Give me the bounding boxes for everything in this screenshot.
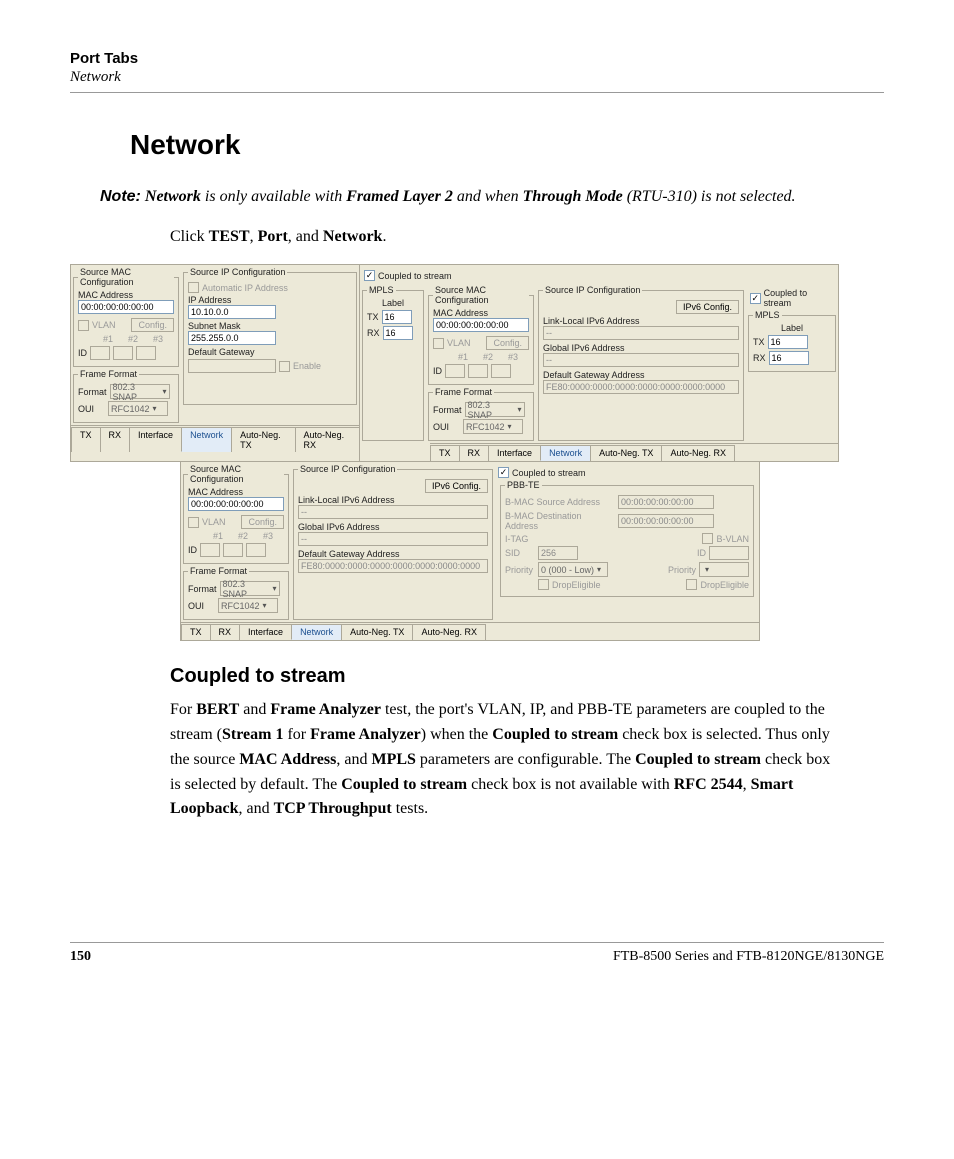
mpls-tx-right[interactable] — [768, 335, 808, 349]
tab-autoneg-tx-b[interactable]: Auto-Neg. TX — [590, 445, 662, 461]
page-footer: 150 FTB-8500 Series and FTB-8120NGE/8130… — [70, 942, 884, 965]
id-label: ID — [78, 348, 87, 358]
format-select[interactable]: 802.3 SNAP — [110, 384, 170, 399]
note-bold-through: Through Mode — [523, 188, 623, 205]
bmac-dst-input[interactable] — [618, 514, 714, 528]
src-mac-fieldset: Source MAC Configuration MAC Address VLA… — [73, 267, 179, 367]
auto-ip-checkbox[interactable] — [188, 282, 199, 293]
mpls-rx-right[interactable] — [769, 351, 809, 365]
tab-autoneg-rx-b[interactable]: Auto-Neg. RX — [661, 445, 735, 461]
vlan-checkbox[interactable] — [78, 320, 89, 331]
vlan-id-2[interactable] — [113, 346, 133, 360]
tab-interface[interactable]: Interface — [129, 427, 182, 452]
page-header: Port Tabs Network — [70, 50, 884, 93]
note-bold-network: Network — [145, 188, 201, 205]
frame-format-fieldset-c: Frame Format Format802.3 SNAP OUIRFC1042 — [183, 566, 289, 620]
vlan-config-button[interactable]: Config. — [131, 318, 174, 332]
frame-format-fieldset-b: Frame Format Format802.3 SNAP OUIRFC1042 — [428, 387, 534, 441]
coupled-checkbox[interactable]: ✓ — [364, 270, 375, 281]
tab-tx-b[interactable]: TX — [430, 445, 460, 461]
mpls-tx-input[interactable] — [382, 310, 412, 324]
mac-address-label: MAC Address — [78, 290, 174, 300]
gateway-input[interactable] — [188, 359, 276, 373]
vlan-checkbox-b[interactable] — [433, 338, 444, 349]
note-bold-framed: Framed Layer 2 — [346, 188, 453, 205]
tab-rx[interactable]: RX — [100, 427, 131, 452]
main-heading: Network — [130, 129, 884, 161]
note-block: Note: Network is only available with Fra… — [100, 185, 884, 208]
src-ip-fieldset: Source IP Configuration Automatic IP Add… — [183, 267, 357, 405]
coupled-checkbox-right[interactable]: ✓ — [750, 293, 761, 304]
screenshot-ipv4: Source MAC Configuration MAC Address VLA… — [70, 264, 360, 462]
tab-autoneg-tx[interactable]: Auto-Neg. TX — [231, 427, 295, 452]
vlan-id-1[interactable] — [90, 346, 110, 360]
format-select-b[interactable]: 802.3 SNAP — [465, 402, 525, 417]
src-mac-fieldset-c: Source MAC Configuration MAC Address VLA… — [183, 464, 289, 564]
priority-select[interactable]: 0 (000 - Low) — [538, 562, 608, 577]
tab-bar: TX RX Interface Network Auto-Neg. TX Aut… — [71, 425, 359, 452]
instruction-line: Click TEST, Port, and Network. — [170, 228, 884, 246]
coupled-checkbox-c[interactable]: ✓ — [498, 467, 509, 478]
gateway-ipv6-input[interactable] — [543, 380, 739, 394]
frame-format-fieldset: Frame Format Format 802.3 SNAP OUI RFC10… — [73, 369, 179, 423]
mac-address-input[interactable] — [78, 300, 174, 314]
ip-address-input[interactable] — [188, 305, 276, 319]
screenshot-ipv6-mpls: ✓ Coupled to stream MPLS Label TX RX Sou… — [359, 264, 839, 462]
src-ip-fieldset-b: Source IP Configuration IPv6 Config. Lin… — [538, 285, 744, 441]
ipv6-config-button[interactable]: IPv6 Config. — [676, 300, 739, 314]
page-number: 150 — [70, 949, 91, 965]
product-name: FTB-8500 Series and FTB-8120NGE/8130NGE — [613, 949, 884, 965]
subnet-input[interactable] — [188, 331, 276, 345]
mpls-fieldset-right: MPLS Label TX RX — [748, 310, 836, 372]
tab-interface-b[interactable]: Interface — [488, 445, 541, 461]
pbbte-fieldset: PBB-TE B-MAC Source Address B-MAC Destin… — [500, 480, 754, 597]
tab-autoneg-rx[interactable]: Auto-Neg. RX — [295, 427, 360, 452]
src-ip-fieldset-c: Source IP Configuration IPv6 Config. Lin… — [293, 464, 493, 620]
note-text: and when — [453, 188, 523, 205]
oui-select-b[interactable]: RFC1042 — [463, 419, 523, 434]
vlan-id-3[interactable] — [136, 346, 156, 360]
section-heading: Coupled to stream — [170, 665, 884, 688]
gateway-enable-checkbox[interactable] — [279, 361, 290, 372]
vlan-label: VLAN — [92, 320, 116, 330]
header-title: Port Tabs — [70, 50, 884, 67]
global-ipv6-input[interactable] — [543, 353, 739, 367]
tab-tx[interactable]: TX — [71, 427, 101, 452]
src-mac-fieldset-b: Source MAC Configuration MAC Address VLA… — [428, 285, 534, 385]
header-subtitle: Network — [70, 69, 884, 86]
oui-select[interactable]: RFC1042 — [108, 401, 168, 416]
screenshot-region: Source MAC Configuration MAC Address VLA… — [70, 264, 884, 641]
ipv6-config-button-c[interactable]: IPv6 Config. — [425, 479, 488, 493]
mpls-fieldset: MPLS Label TX RX — [362, 285, 424, 441]
bmac-src-input[interactable] — [618, 495, 714, 509]
tab-bar-c: TX RX Interface Network Auto-Neg. TX Aut… — [181, 622, 759, 640]
header-rule — [70, 92, 884, 93]
note-label: Note: — [100, 188, 141, 205]
mac-address-input-b[interactable] — [433, 318, 529, 332]
link-local-input[interactable] — [543, 326, 739, 340]
tab-network-b[interactable]: Network — [540, 445, 591, 461]
tab-bar-b: TX RX Interface Network Auto-Neg. TX Aut… — [430, 443, 838, 461]
note-text: (RTU-310) is not selected. — [623, 188, 796, 205]
sid-input[interactable] — [538, 546, 578, 560]
tab-rx-b[interactable]: RX — [459, 445, 490, 461]
note-text: is only available with — [201, 188, 346, 205]
mpls-rx-input[interactable] — [383, 326, 413, 340]
mac-input-c[interactable] — [188, 497, 284, 511]
tab-network[interactable]: Network — [181, 427, 232, 452]
screenshot-pbbte: Source MAC Configuration MAC Address VLA… — [180, 461, 760, 641]
vlan-config-button-b[interactable]: Config. — [486, 336, 529, 350]
body-paragraph: For BERT and Frame Analyzer test, the po… — [170, 698, 844, 822]
